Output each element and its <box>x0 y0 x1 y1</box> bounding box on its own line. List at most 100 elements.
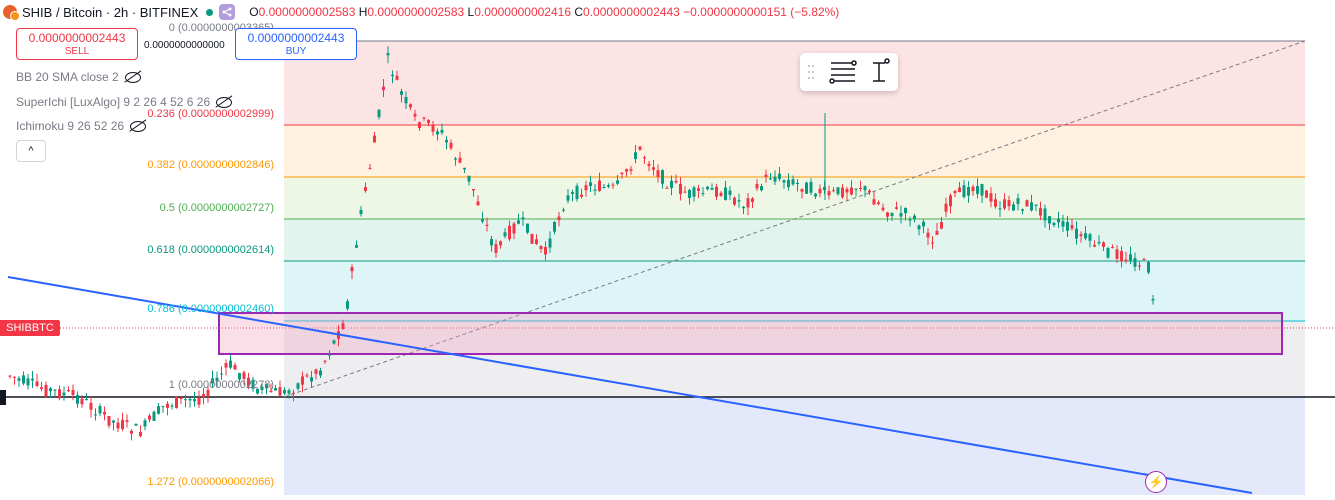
high-label: H <box>358 5 368 19</box>
fib-label-1: 1 (0.0000000002278) <box>169 379 274 391</box>
candle-body <box>296 383 300 389</box>
symbol-title[interactable]: SHIB / Bitcoin · 2h · BITFINEX <box>22 4 199 20</box>
candle-body <box>193 399 196 402</box>
eye-hidden-icon[interactable] <box>124 72 141 84</box>
chart-header: SHIB / Bitcoin · 2h · BITFINEX O0.000000… <box>0 0 1335 24</box>
candle-body <box>94 414 97 416</box>
fib-diagonal-line[interactable] <box>283 40 1306 398</box>
drawing-toolbar <box>800 53 898 91</box>
fib-levels-icon[interactable] <box>829 60 857 84</box>
candle-body <box>611 184 615 186</box>
candle-body <box>791 179 795 185</box>
candle-body <box>665 187 669 189</box>
candle-body <box>341 323 345 330</box>
candle-body <box>661 170 664 184</box>
candle-body <box>751 198 754 203</box>
candle-body <box>490 238 493 246</box>
shib-btc-icon <box>3 5 20 21</box>
candle-body <box>332 340 336 344</box>
candle-body <box>845 188 849 193</box>
sell-button[interactable]: 0.0000000002443 SELL <box>16 28 138 60</box>
fib-zone-3 <box>284 219 1305 261</box>
candle-body <box>989 193 993 202</box>
candle-body <box>503 232 507 237</box>
indicator-superichi-label: SuperIchi [LuxAlgo] 9 2 26 4 52 6 26 <box>16 95 211 109</box>
close-label: C <box>574 5 584 19</box>
candle-body <box>197 397 201 405</box>
candle-body <box>679 183 682 195</box>
candle-body <box>143 420 147 427</box>
trend-line[interactable] <box>7 276 1253 494</box>
buy-price: 0.0000000002443 <box>247 31 345 45</box>
text-cursor-icon[interactable] <box>873 58 890 82</box>
candle-body <box>355 244 358 248</box>
candle-body <box>620 172 624 175</box>
candle-body <box>517 220 520 224</box>
lightning-icon[interactable]: ⚡ <box>1145 471 1167 493</box>
candle-body <box>58 389 61 399</box>
candle-body <box>872 199 876 205</box>
spread-value: 0.0000000000000 <box>144 40 225 51</box>
candle-body <box>472 189 475 191</box>
candle-body <box>638 146 642 150</box>
zone-rectangle[interactable] <box>218 312 1283 355</box>
candle-body <box>44 384 48 397</box>
share-icon[interactable] <box>219 4 236 20</box>
eye-hidden-icon[interactable] <box>216 97 233 109</box>
candle-body <box>62 392 66 396</box>
buy-button[interactable]: 0.0000000002443 BUY <box>235 28 357 60</box>
indicator-superichi[interactable]: SuperIchi [LuxAlgo] 9 2 26 4 52 6 26 <box>16 95 233 109</box>
candles-group <box>8 46 1155 441</box>
candle-body <box>112 420 115 423</box>
drag-handle-icon[interactable] <box>808 65 814 79</box>
candle-body <box>13 376 16 378</box>
candle-body <box>1030 202 1033 211</box>
candle-body <box>364 187 367 191</box>
candle-body <box>800 188 804 192</box>
candle-body <box>8 375 12 377</box>
fib-label-0786: 0.786 (0.0000000002460) <box>147 303 274 315</box>
candle-body <box>575 185 579 200</box>
candle-body <box>526 223 529 233</box>
candle-body <box>161 405 165 407</box>
candle-body <box>89 402 93 410</box>
candle-body <box>386 53 390 56</box>
candle-body <box>553 222 556 232</box>
candle-body <box>179 397 183 400</box>
eye-hidden-icon[interactable] <box>130 121 147 133</box>
candle-body <box>184 399 187 401</box>
change-value: −0.0000000000151 (−5.82%) <box>683 5 840 19</box>
candle-body <box>404 97 408 104</box>
candle-body <box>940 222 943 229</box>
candle-body <box>22 375 25 384</box>
candle-body <box>827 191 831 196</box>
candle-body <box>175 396 178 409</box>
fib-label-0382: 0.382 (0.0000000002846) <box>147 159 274 171</box>
collapse-indicators-button[interactable]: ^ <box>16 140 46 162</box>
candle-body <box>71 389 75 396</box>
candle-body <box>922 221 925 227</box>
low-value: 0.0000000002416 <box>474 5 572 19</box>
candle-body <box>395 75 399 80</box>
candle-body <box>535 239 538 245</box>
market-status-icon <box>206 8 214 16</box>
candle-body <box>926 232 930 238</box>
indicator-ichimoku[interactable]: Ichimoku 9 26 52 26 <box>16 119 147 133</box>
candle-body <box>130 430 133 434</box>
symbol-price-tag: SHIBBTC <box>0 320 60 336</box>
indicator-bb[interactable]: BB 20 SMA close 2 <box>16 70 141 84</box>
candle-body <box>1048 216 1051 224</box>
fib-zone-1 <box>284 125 1305 177</box>
candle-body <box>836 187 840 195</box>
candle-body <box>1097 241 1101 244</box>
candle-body <box>301 376 304 385</box>
candle-body <box>265 384 268 389</box>
candle-body <box>211 378 214 384</box>
candle-body <box>944 203 948 212</box>
candle-body <box>1129 254 1132 261</box>
candle-body <box>413 113 417 117</box>
candle-body <box>881 207 885 211</box>
candle-body <box>863 186 867 191</box>
